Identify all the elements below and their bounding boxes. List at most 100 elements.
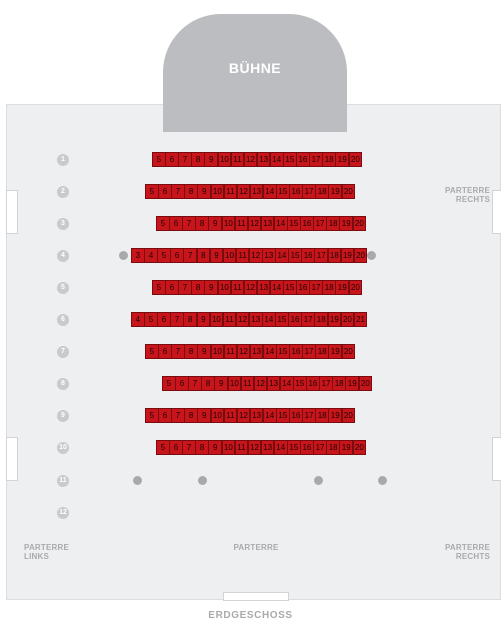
- seat[interactable]: 11: [223, 344, 238, 359]
- seat[interactable]: 20: [340, 312, 355, 327]
- seat[interactable]: 19: [339, 440, 354, 455]
- seat[interactable]: 13: [256, 152, 271, 167]
- seat[interactable]: 16: [289, 184, 303, 199]
- seat[interactable]: 19: [328, 408, 343, 423]
- seat[interactable]: 8: [201, 376, 215, 391]
- seat[interactable]: 11: [223, 408, 238, 423]
- seat[interactable]: 12: [247, 216, 262, 231]
- seat[interactable]: 7: [170, 312, 184, 327]
- seat[interactable]: 9: [208, 440, 223, 455]
- seat[interactable]: 6: [165, 280, 179, 295]
- seat[interactable]: 17: [309, 280, 323, 295]
- seat[interactable]: 10: [221, 440, 236, 455]
- seat[interactable]: 8: [191, 280, 205, 295]
- seat[interactable]: 18: [326, 440, 340, 455]
- seat[interactable]: 16: [288, 312, 302, 327]
- seat[interactable]: 9: [209, 248, 224, 263]
- seat[interactable]: 10: [221, 216, 236, 231]
- seat[interactable]: 15: [276, 344, 290, 359]
- seat[interactable]: 11: [230, 280, 245, 295]
- seat[interactable]: 15: [293, 376, 307, 391]
- seat[interactable]: 9: [197, 184, 212, 199]
- seat[interactable]: 5: [152, 280, 166, 295]
- seat[interactable]: 9: [196, 312, 211, 327]
- seat[interactable]: 14: [262, 344, 277, 359]
- seat[interactable]: 17: [302, 344, 316, 359]
- seat[interactable]: 18: [315, 408, 329, 423]
- seat[interactable]: 12: [236, 408, 251, 423]
- seat[interactable]: 9: [214, 376, 229, 391]
- seat[interactable]: 6: [158, 408, 172, 423]
- seat[interactable]: 11: [223, 184, 238, 199]
- seat[interactable]: 14: [273, 216, 288, 231]
- seat[interactable]: 7: [178, 152, 192, 167]
- seat[interactable]: 20: [341, 408, 356, 423]
- seat[interactable]: 19: [335, 280, 350, 295]
- seat[interactable]: 12: [236, 184, 251, 199]
- seat[interactable]: 11: [234, 440, 249, 455]
- seat[interactable]: 5: [157, 248, 171, 263]
- seat[interactable]: 17: [314, 248, 329, 263]
- seat[interactable]: 20: [348, 280, 363, 295]
- seat[interactable]: 5: [152, 152, 166, 167]
- seat[interactable]: 16: [289, 344, 303, 359]
- seat[interactable]: 5: [145, 344, 159, 359]
- seat[interactable]: 11: [234, 216, 249, 231]
- seat[interactable]: 5: [145, 408, 159, 423]
- seat[interactable]: 13: [256, 280, 271, 295]
- seat[interactable]: 19: [335, 152, 350, 167]
- seat[interactable]: 17: [302, 184, 316, 199]
- seat[interactable]: 18: [326, 216, 340, 231]
- seat[interactable]: 13: [266, 376, 281, 391]
- seat[interactable]: 10: [222, 248, 237, 263]
- seat[interactable]: 8: [195, 216, 209, 231]
- seat[interactable]: 5: [156, 216, 170, 231]
- seat[interactable]: 12: [243, 152, 258, 167]
- seat[interactable]: 16: [301, 248, 315, 263]
- seat[interactable]: 12: [243, 280, 258, 295]
- seat[interactable]: 8: [191, 152, 205, 167]
- seat[interactable]: 3: [131, 248, 145, 263]
- seat[interactable]: 13: [249, 408, 264, 423]
- seat[interactable]: 10: [210, 408, 225, 423]
- seat[interactable]: 18: [332, 376, 346, 391]
- seat[interactable]: 6: [158, 344, 172, 359]
- seat[interactable]: 20: [352, 440, 367, 455]
- seat[interactable]: 9: [197, 408, 212, 423]
- seat[interactable]: 13: [249, 344, 264, 359]
- seat[interactable]: 5: [145, 184, 159, 199]
- seat[interactable]: 16: [296, 152, 310, 167]
- seat[interactable]: 7: [171, 408, 185, 423]
- seat[interactable]: 20: [341, 184, 356, 199]
- seat[interactable]: 19: [345, 376, 360, 391]
- seat[interactable]: 19: [327, 312, 342, 327]
- seat[interactable]: 19: [340, 248, 355, 263]
- seat[interactable]: 20: [358, 376, 373, 391]
- seat[interactable]: 18: [322, 152, 336, 167]
- seat[interactable]: 6: [158, 184, 172, 199]
- seat[interactable]: 18: [315, 184, 329, 199]
- seat[interactable]: 4: [144, 248, 158, 263]
- seat[interactable]: 4: [131, 312, 145, 327]
- seat[interactable]: 9: [208, 216, 223, 231]
- seat[interactable]: 9: [204, 280, 219, 295]
- seat[interactable]: 7: [183, 248, 198, 263]
- seat[interactable]: 6: [157, 312, 171, 327]
- seat[interactable]: 18: [327, 248, 342, 263]
- seat[interactable]: 13: [260, 440, 275, 455]
- seat[interactable]: 10: [227, 376, 242, 391]
- seat[interactable]: 14: [262, 184, 277, 199]
- seat[interactable]: 7: [182, 216, 196, 231]
- seat[interactable]: 11: [240, 376, 255, 391]
- seat[interactable]: 14: [275, 248, 289, 263]
- seat[interactable]: 8: [184, 344, 198, 359]
- seat[interactable]: 13: [248, 312, 263, 327]
- seat[interactable]: 21: [353, 312, 368, 327]
- seat[interactable]: 13: [249, 184, 264, 199]
- seat[interactable]: 5: [162, 376, 176, 391]
- seat[interactable]: 10: [210, 184, 225, 199]
- seat[interactable]: 17: [313, 440, 327, 455]
- seat[interactable]: 15: [276, 408, 290, 423]
- seat[interactable]: 11: [222, 312, 237, 327]
- seat[interactable]: 11: [230, 152, 245, 167]
